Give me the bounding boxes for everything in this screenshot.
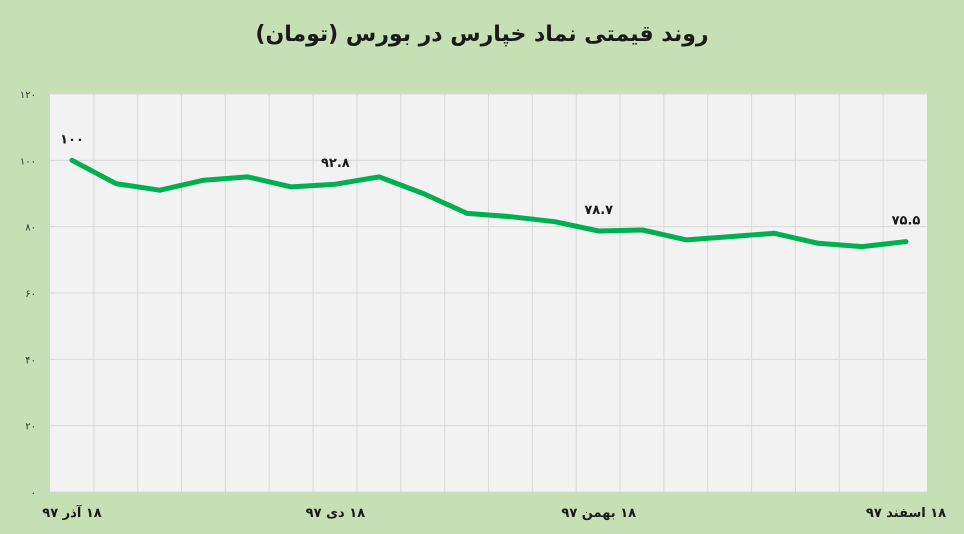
x-tick-label: ۱۸ آذر ۹۷ xyxy=(42,504,101,521)
y-tick-label: ۱۲۰ xyxy=(20,90,36,101)
y-tick-label: ۲۰ xyxy=(25,422,36,433)
y-tick-label: ۸۰ xyxy=(25,223,36,234)
data-label: ۷۸.۷ xyxy=(584,203,613,218)
y-tick-label: ۴۰ xyxy=(25,355,36,366)
price-line xyxy=(69,157,909,250)
y-tick-label: ۰ xyxy=(31,488,36,499)
chart-title: روند قیمتی نماد خپارس در بورس (تومان) xyxy=(255,22,709,47)
y-axis-ticks: ۰ ۲۰ ۴۰ ۶۰ ۸۰ ۱۰۰ ۱۲۰ xyxy=(20,90,36,499)
data-label: ۷۵.۵ xyxy=(892,214,921,229)
data-labels: ۱۰۰ ۹۲.۸ ۷۸.۷ ۷۵.۵ xyxy=(60,132,920,228)
price-series xyxy=(69,157,909,250)
y-tick-label: ۱۰۰ xyxy=(20,156,36,167)
y-tick-label: ۶۰ xyxy=(25,289,36,300)
x-tick-label: ۱۸ اسفند ۹۷ xyxy=(866,506,946,521)
data-label: ۹۲.۸ xyxy=(321,156,350,171)
grid xyxy=(50,93,927,493)
x-axis-labels: ۱۸ آذر ۹۷ ۱۸ دی ۹۷ ۱۸ بهمن ۹۷ ۱۸ اسفند ۹۷ xyxy=(42,504,946,521)
x-tick-label: ۱۸ بهمن ۹۷ xyxy=(561,506,636,521)
data-label: ۱۰۰ xyxy=(60,132,84,147)
x-tick-label: ۱۸ دی ۹۷ xyxy=(306,506,365,521)
